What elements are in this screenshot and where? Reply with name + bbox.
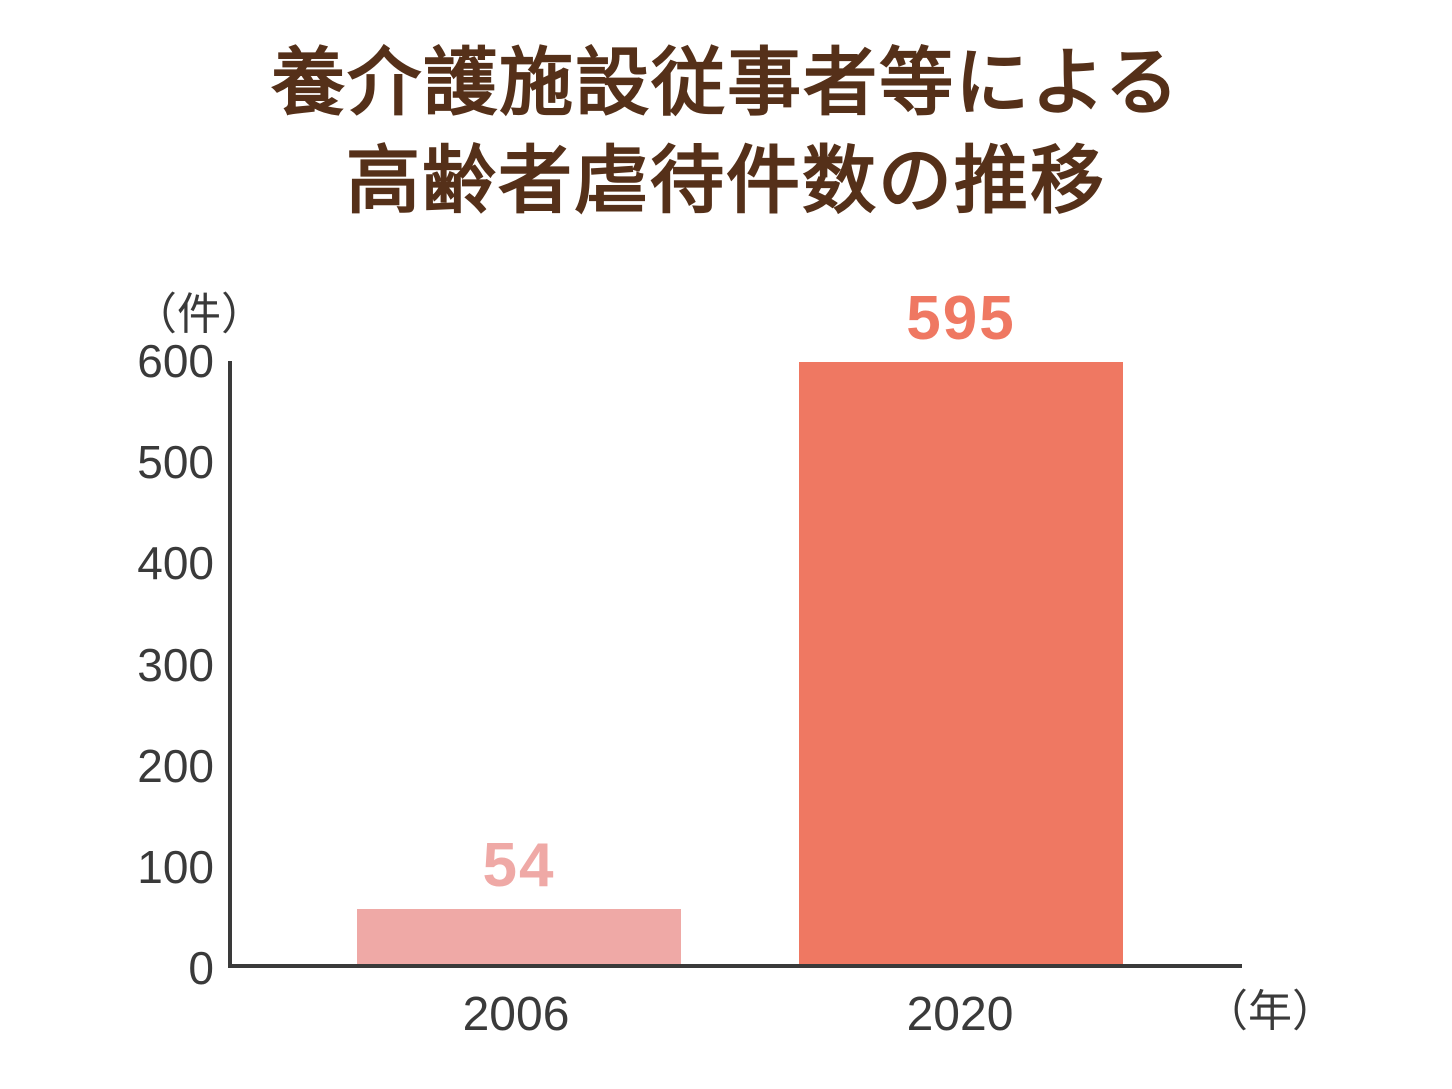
bar-value-label-2020: 595: [906, 284, 1016, 354]
y-tick-label: 600: [137, 335, 214, 387]
y-tick-label: 0: [188, 942, 214, 994]
bar-2020: [799, 362, 1123, 964]
bar-group-2020: 595: [799, 271, 1123, 964]
y-tick-label: 400: [137, 537, 214, 590]
y-tick-label: 200: [137, 739, 214, 792]
bar-2006: [357, 909, 681, 964]
y-axis-unit-label: （件）: [133, 290, 265, 339]
bar-group-2006: 54: [357, 271, 681, 964]
y-tick-label: 500: [137, 436, 214, 489]
chart-title: 養介護施設従事者等による 高齢者虐待件数の推移: [0, 34, 1452, 229]
y-tick-labels: 600 500 400 300 200 100 0: [0, 338, 214, 991]
x-tick-label-2006: 2006: [462, 988, 570, 1041]
x-axis-labels: 2006 2020: [228, 986, 1242, 1056]
chart-title-line1: 養介護施設従事者等による: [271, 41, 1181, 124]
y-tick-label: 300: [137, 638, 214, 691]
x-axis-unit-label: （年）: [1204, 987, 1336, 1036]
chart-title-line2: 高齢者虐待件数の推移: [346, 138, 1106, 222]
y-tick-label: 100: [137, 840, 214, 893]
plot-area: 54 595: [228, 288, 1242, 968]
x-tick-label-2020: 2020: [906, 988, 1014, 1041]
bar-value-label-2006: 54: [482, 831, 556, 901]
